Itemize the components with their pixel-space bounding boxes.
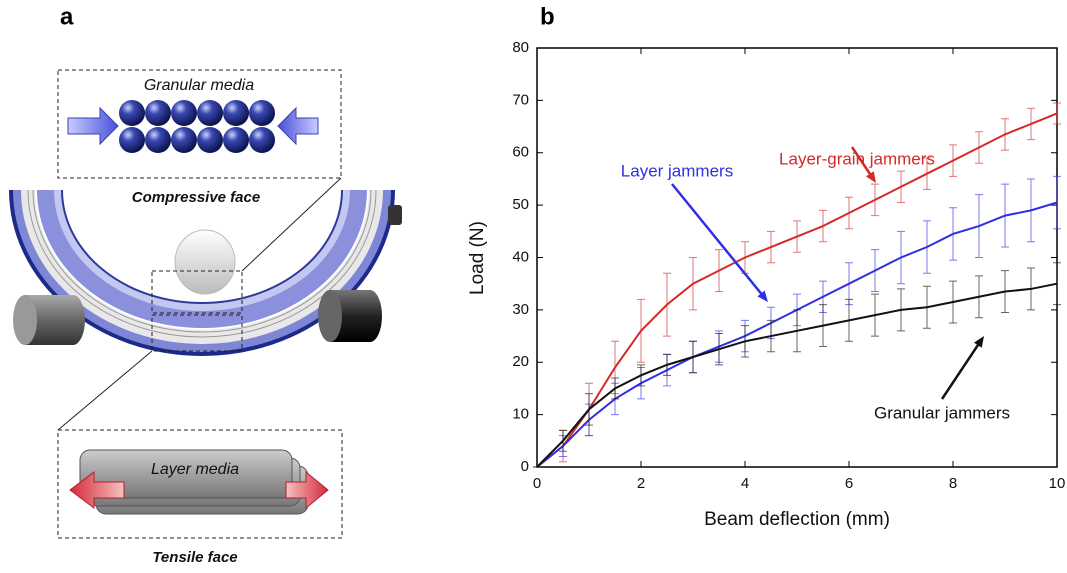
inset-box [57,429,343,539]
arrow [285,470,329,510]
panel-b: b Beam deflection (mm) Load (N) 0 2 4 6 8 10 0… [467,3,1065,530]
y-tick-label: 70 [512,91,529,108]
x-tick-label: 4 [741,475,749,492]
inset-box [57,69,342,179]
connector [57,350,153,431]
series-label: Layer-grain jammers [779,149,935,168]
x-tick-label: 10 [1049,475,1066,492]
clamp [388,205,402,225]
y-tick-label: 60 [512,144,529,161]
x-tick-label: 2 [637,475,645,492]
arrow [67,106,119,146]
plates [79,449,309,515]
y-tick-label: 20 [512,353,529,370]
x-tick-label: 0 [533,475,541,492]
x-tick-label: 8 [949,475,957,492]
zoom-box [151,270,243,314]
x-axis-label: Beam deflection (mm) [704,509,890,530]
cylinder [174,229,236,295]
supports [13,290,382,345]
inset-caption: Compressive face [132,189,260,206]
annotation-arrowhead [865,171,876,183]
series-line [536,112,1058,468]
annotation-arrow [671,183,766,299]
beam [9,189,395,356]
series-label: Layer jammers [621,161,733,180]
y-tick-label: 40 [512,248,529,265]
y-tick-label: 30 [512,301,529,318]
annotation-arrowhead [757,290,768,302]
zoom-box [151,314,243,352]
x-tick-label: 6 [845,475,853,492]
arrow [277,106,319,146]
annotation-arrowhead [973,336,984,348]
spheres [119,100,275,153]
connector [241,177,342,272]
series-line [536,282,1058,468]
y-tick-label: 10 [512,406,529,423]
y-tick-label: 50 [512,196,529,213]
panel-a: a Granular media Compressive face [9,3,402,566]
y-axis-label: Load (N) [467,221,488,295]
y-tick-label: 80 [512,39,529,56]
annotation-arrow [940,340,982,400]
inset-label: Layer media [151,461,239,478]
panel-label: a [60,3,74,30]
series-label: Granular jammers [874,403,1010,422]
annotation-arrow [850,146,874,179]
arrow [69,471,125,509]
y-tick-label: 0 [521,458,529,475]
inset-caption: Tensile face [152,549,237,566]
inset-label: Granular media [144,77,254,94]
chart-title: b [540,3,555,30]
